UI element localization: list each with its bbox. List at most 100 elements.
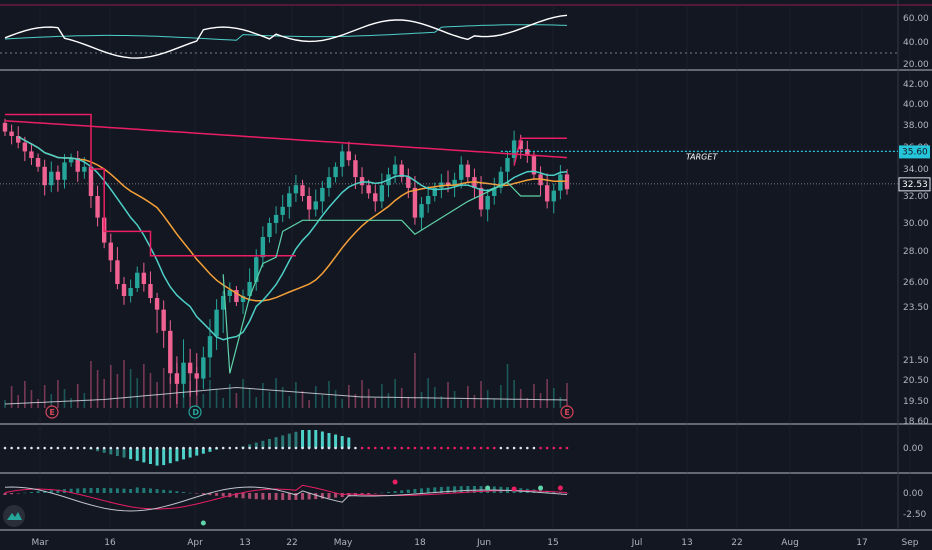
- volume-bar: [314, 386, 317, 408]
- momentum-dot: [49, 446, 53, 450]
- macd-histogram-bar: [301, 493, 305, 500]
- momentum-dot: [492, 446, 496, 450]
- macd-histogram-bar: [472, 486, 476, 493]
- volume-bar: [222, 398, 224, 408]
- macd-histogram-bar: [96, 488, 100, 493]
- macd-histogram-bar: [459, 486, 463, 493]
- candle-body: [432, 187, 437, 196]
- volume-bar: [427, 378, 429, 408]
- volume-bar: [420, 392, 423, 408]
- macd-histogram-bar: [36, 491, 40, 493]
- candle-body: [452, 179, 457, 186]
- macd-histogram-bar: [380, 492, 384, 494]
- volume-bar: [10, 386, 13, 408]
- momentum-dot: [539, 446, 542, 450]
- candle-body: [498, 171, 504, 188]
- grid-lines: [0, 0, 932, 531]
- momentum-dot: [519, 446, 523, 450]
- momentum-bar: [261, 440, 265, 448]
- momentum-dot: [473, 446, 476, 450]
- macd-histogram-bar: [3, 493, 7, 495]
- candle-body: [273, 214, 279, 223]
- candle-body: [42, 166, 47, 186]
- volume-bar: [453, 391, 456, 408]
- candle-body: [95, 196, 100, 218]
- rsi-signal-line: [4, 24, 568, 41]
- momentum-dot: [334, 446, 337, 450]
- momentum-tick-label: 0.00: [903, 444, 923, 454]
- event-marker-label: E: [564, 408, 569, 417]
- momentum-bar: [267, 439, 271, 448]
- momentum-dot: [387, 446, 390, 450]
- candle-body: [174, 373, 180, 384]
- candle-body: [207, 336, 213, 358]
- volume-bar: [268, 392, 271, 408]
- momentum-dot: [215, 446, 218, 450]
- price-tick-label: 26.00: [903, 278, 929, 288]
- candle-body: [141, 272, 147, 284]
- macd-histogram-bar: [466, 486, 470, 493]
- volume-bar: [176, 363, 178, 408]
- momentum-bar: [122, 448, 126, 458]
- mountain-logo-icon[interactable]: [3, 505, 25, 527]
- macd-histogram-bar: [439, 486, 443, 493]
- volume-bar: [169, 377, 172, 408]
- time-tick-label: Aug: [781, 538, 799, 548]
- volume-bar: [63, 389, 66, 408]
- macd-histogram-bar: [76, 488, 80, 493]
- teal-moving-average: [17, 136, 568, 341]
- macd-histogram-bar: [208, 493, 212, 496]
- price-tick-label: 28.00: [903, 247, 929, 257]
- macd-cross-dot: [485, 485, 491, 491]
- time-tick-label: 18: [414, 538, 426, 548]
- candle-body: [353, 160, 358, 178]
- candle-body: [538, 174, 543, 186]
- red-slow-average: [4, 120, 568, 159]
- momentum-dot: [532, 446, 536, 450]
- candle-body: [201, 357, 206, 379]
- macd-histogram-bar: [453, 486, 457, 493]
- volume-bar: [96, 370, 99, 408]
- candle-body: [293, 185, 299, 194]
- candle-body: [240, 296, 246, 302]
- candle-body: [82, 166, 87, 172]
- candle-body: [518, 140, 523, 150]
- candle-body: [55, 171, 61, 180]
- candle-body: [62, 162, 67, 180]
- momentum-dot: [307, 446, 311, 450]
- momentum-dot: [254, 446, 258, 450]
- momentum-dot: [301, 446, 304, 450]
- volume-bar: [90, 361, 92, 408]
- macd-histogram-bar: [287, 493, 291, 500]
- momentum-dot: [340, 446, 344, 450]
- time-tick-label: 13: [239, 538, 250, 548]
- macd-histogram-bar: [545, 490, 549, 493]
- momentum-dot: [261, 446, 265, 450]
- candle-body: [492, 187, 497, 196]
- momentum-bar: [307, 430, 311, 448]
- momentum-dot: [565, 446, 569, 450]
- volume-bar: [546, 379, 548, 408]
- macd-histogram-bar: [248, 493, 252, 499]
- momentum-dot: [314, 446, 318, 450]
- macd-histogram-bar: [115, 488, 119, 493]
- last-price-value: 32.53: [902, 180, 928, 190]
- macd-histogram-bar: [320, 493, 324, 499]
- candle-body: [135, 272, 140, 288]
- momentum-dot: [420, 446, 423, 450]
- volume-bar: [301, 391, 304, 408]
- last-price-badge: [898, 177, 931, 192]
- momentum-dot: [466, 446, 470, 450]
- candle-body: [531, 155, 537, 175]
- macd-histogram-bar: [142, 487, 146, 493]
- momentum-dot: [208, 446, 212, 450]
- macd-histogram-bar: [135, 487, 139, 493]
- macd-histogram-bar: [558, 492, 562, 493]
- macd-histogram-bar: [43, 490, 47, 493]
- candle-body: [419, 204, 424, 218]
- time-tick-label: Apr: [187, 538, 203, 548]
- volume-bar: [367, 389, 370, 408]
- macd-histogram-bar: [56, 489, 60, 493]
- macd-histogram-bar: [367, 493, 371, 495]
